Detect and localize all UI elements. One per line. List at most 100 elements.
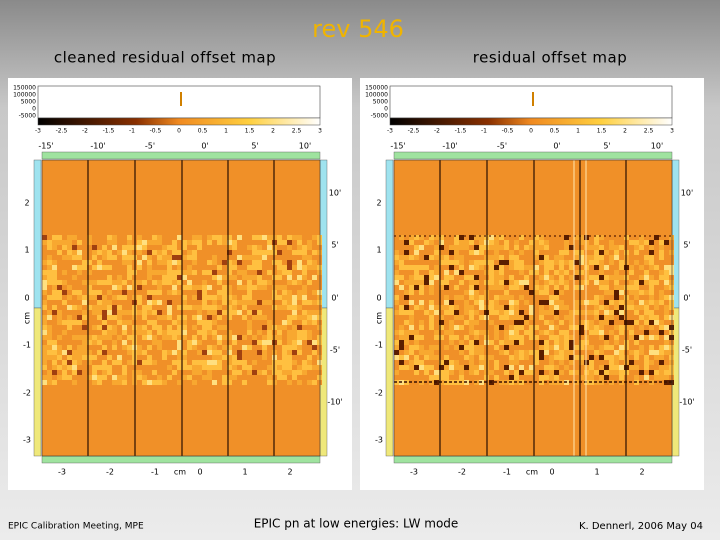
noise-cell bbox=[192, 380, 197, 385]
noise-cell bbox=[87, 245, 92, 250]
noise-cell bbox=[202, 295, 207, 300]
noise-cell bbox=[464, 375, 469, 380]
noise-cell bbox=[394, 315, 399, 320]
noise-cell bbox=[534, 345, 539, 350]
panel-title: residual offset map bbox=[473, 49, 627, 67]
noise-cell bbox=[494, 240, 499, 245]
noise-cell bbox=[317, 270, 322, 275]
noise-cell bbox=[152, 235, 157, 240]
noise-cell bbox=[247, 305, 252, 310]
noise-cell bbox=[62, 360, 67, 365]
noise-cell bbox=[217, 330, 222, 335]
noise-cell bbox=[569, 245, 574, 250]
noise-cell bbox=[654, 370, 659, 375]
noise-cell bbox=[669, 275, 674, 280]
noise-cell bbox=[52, 240, 57, 245]
noise-cell bbox=[142, 355, 147, 360]
noise-cell bbox=[519, 330, 524, 335]
histogram-label: 5000 bbox=[373, 99, 388, 106]
noise-cell bbox=[634, 285, 639, 290]
left-label: -1 bbox=[23, 341, 31, 350]
noise-cell bbox=[242, 375, 247, 380]
noise-cell bbox=[589, 290, 594, 295]
noise-cell bbox=[147, 320, 152, 325]
noise-cell bbox=[539, 295, 544, 300]
noise-cell bbox=[534, 270, 539, 275]
noise-cell bbox=[459, 290, 464, 295]
noise-cell bbox=[544, 370, 549, 375]
noise-cell bbox=[92, 280, 97, 285]
noise-cell bbox=[574, 295, 579, 300]
noise-cell bbox=[629, 310, 634, 315]
noise-cell bbox=[257, 360, 262, 365]
noise-cell bbox=[404, 275, 409, 280]
noise-cell bbox=[247, 370, 252, 375]
noise-cell bbox=[654, 240, 659, 245]
noise-cell bbox=[464, 265, 469, 270]
noise-cell bbox=[414, 240, 419, 245]
noise-cell bbox=[172, 250, 177, 255]
noise-cell bbox=[394, 265, 399, 270]
noise-cell bbox=[519, 370, 524, 375]
noise-cell bbox=[604, 355, 609, 360]
noise-cell bbox=[307, 250, 312, 255]
noise-cell bbox=[172, 245, 177, 250]
noise-cell bbox=[257, 330, 262, 335]
noise-cell bbox=[82, 240, 87, 245]
noise-cell bbox=[529, 365, 534, 370]
noise-cell bbox=[644, 360, 649, 365]
noise-cell bbox=[62, 300, 67, 305]
noise-cell bbox=[579, 235, 584, 240]
noise-cell bbox=[292, 295, 297, 300]
noise-cell bbox=[52, 310, 57, 315]
noise-cell bbox=[499, 315, 504, 320]
noise-cell bbox=[192, 330, 197, 335]
noise-cell bbox=[287, 315, 292, 320]
noise-cell bbox=[102, 265, 107, 270]
noise-cell bbox=[262, 345, 267, 350]
noise-cell bbox=[494, 245, 499, 250]
noise-cell bbox=[614, 295, 619, 300]
noise-cell bbox=[539, 275, 544, 280]
noise-cell bbox=[609, 360, 614, 365]
noise-cell bbox=[247, 265, 252, 270]
noise-cell bbox=[534, 360, 539, 365]
noise-cell bbox=[654, 305, 659, 310]
noise-cell bbox=[142, 235, 147, 240]
noise-cell bbox=[549, 360, 554, 365]
noise-cell bbox=[479, 375, 484, 380]
noise-cell bbox=[444, 245, 449, 250]
noise-cell bbox=[47, 245, 52, 250]
noise-cell bbox=[117, 305, 122, 310]
noise-cell bbox=[499, 320, 504, 325]
noise-cell bbox=[654, 325, 659, 330]
noise-cell bbox=[629, 260, 634, 265]
detector-frame bbox=[393, 159, 673, 457]
noise-cell bbox=[559, 260, 564, 265]
noise-cell bbox=[594, 280, 599, 285]
noise-cell bbox=[649, 250, 654, 255]
noise-cell bbox=[544, 300, 549, 305]
noise-cell bbox=[42, 270, 47, 275]
noise-cell bbox=[619, 265, 624, 270]
noise-cell bbox=[499, 305, 504, 310]
noise-cell bbox=[182, 355, 187, 360]
noise-cell bbox=[394, 255, 399, 260]
noise-cell bbox=[47, 280, 52, 285]
noise-cell bbox=[534, 260, 539, 265]
noise-cell bbox=[579, 330, 584, 335]
noise-cell bbox=[192, 325, 197, 330]
noise-cell bbox=[142, 290, 147, 295]
noise-cell bbox=[644, 325, 649, 330]
noise-cell bbox=[67, 275, 72, 280]
noise-cell bbox=[262, 305, 267, 310]
noise-cell bbox=[102, 345, 107, 350]
noise-cell bbox=[619, 300, 624, 305]
noise-cell bbox=[429, 300, 434, 305]
noise-cell bbox=[192, 260, 197, 265]
noise-cell bbox=[187, 250, 192, 255]
noise-cell bbox=[202, 365, 207, 370]
noise-cell bbox=[514, 280, 519, 285]
noise-cell bbox=[424, 375, 429, 380]
noise-cell bbox=[97, 365, 102, 370]
